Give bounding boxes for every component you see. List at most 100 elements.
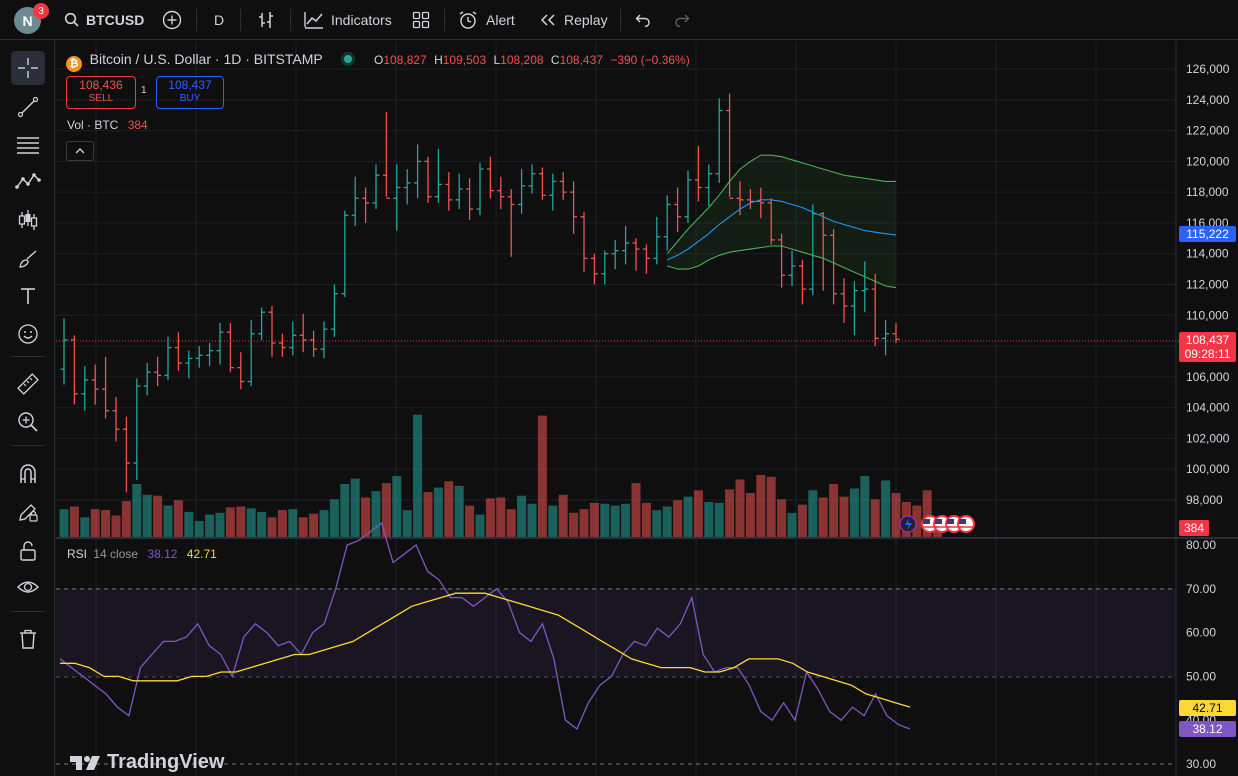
interval-label: D: [214, 12, 225, 28]
price-bar: [206, 342, 214, 367]
undo-button[interactable]: [635, 0, 651, 40]
volume-legend[interactable]: Vol · BTC 384: [67, 118, 148, 132]
volume-bar: [392, 475, 402, 538]
price-bar: [850, 281, 858, 336]
rsi-axis-label: 38.12: [1179, 721, 1236, 737]
toolbar-divider: [196, 9, 197, 31]
compare-add-button[interactable]: [162, 0, 182, 40]
alert-button[interactable]: Alert: [458, 0, 515, 40]
volume-bar: [506, 509, 516, 538]
volume-bar: [725, 489, 735, 538]
sell-button[interactable]: 108,436 SELL: [66, 76, 136, 109]
volume-bar: [142, 494, 152, 538]
volume-label: 384: [1179, 520, 1209, 536]
lock-drawing-tool[interactable]: [11, 495, 45, 529]
price-bar: [164, 336, 172, 380]
price-bar: [414, 144, 422, 199]
volume-bar: [693, 490, 703, 538]
price-bar: [590, 253, 598, 285]
redo-button[interactable]: [674, 0, 690, 40]
volume-bar: [90, 509, 100, 538]
bollinger-middle-line: [666, 199, 897, 261]
crosshair-tool[interactable]: [11, 51, 45, 85]
volume-bar: [860, 475, 870, 538]
price-bar: [642, 244, 650, 274]
tool-divider: [11, 611, 45, 612]
rsi-ma-axis-label: 42.71: [1179, 700, 1236, 716]
magnet-tool[interactable]: [11, 457, 45, 491]
volume-bar: [277, 510, 287, 538]
indicators-button[interactable]: Indicators: [304, 0, 392, 40]
templates-button[interactable]: [412, 0, 430, 40]
unlock-icon: [20, 541, 36, 561]
text-tool[interactable]: [11, 279, 45, 313]
price-chart[interactable]: 126,000124,000122,000120,000118,000116,0…: [56, 41, 1238, 776]
price-bar: [143, 363, 151, 396]
price-bar: [216, 322, 224, 365]
price-bar: [622, 226, 630, 265]
volume-bar: [319, 510, 329, 538]
volume-bar: [423, 492, 433, 538]
collapse-legend-button[interactable]: [66, 141, 94, 161]
symbol-name: BTCUSD: [86, 12, 145, 28]
lock-tool[interactable]: [11, 534, 45, 568]
price-tick-label: 112,000: [1186, 278, 1229, 292]
remove-drawings-tool[interactable]: [11, 622, 45, 656]
price-bar: [351, 176, 359, 227]
pattern-tool[interactable]: [11, 164, 45, 198]
open-label: O: [374, 53, 384, 67]
indicators-label: Indicators: [331, 12, 392, 28]
price-bar: [268, 306, 276, 357]
tradingview-wordmark: TradingView: [107, 751, 225, 773]
brush-tool[interactable]: [11, 242, 45, 276]
market-status-icon: [344, 55, 353, 63]
volume-bar: [205, 514, 215, 538]
tradingview-logo[interactable]: TradingView: [70, 751, 224, 774]
volume-bar: [173, 500, 183, 538]
buy-button[interactable]: 108,437 BUY: [156, 76, 224, 109]
volume-bar: [236, 506, 246, 538]
user-avatar[interactable]: N 3: [14, 3, 49, 34]
chart-type-button[interactable]: [257, 0, 275, 40]
price-bar: [528, 164, 536, 194]
alarm-clock-icon: [459, 11, 477, 29]
price-bar: [424, 156, 432, 203]
high-value: 109,503: [442, 53, 487, 67]
zoom-tool[interactable]: [11, 405, 45, 439]
volume-bar: [912, 505, 922, 538]
volume-legend-label: Vol · BTC: [67, 118, 119, 132]
text-icon: [21, 288, 35, 304]
prediction-tool[interactable]: [11, 203, 45, 237]
interval-button[interactable]: D: [214, 0, 224, 40]
volume-bar: [153, 495, 163, 538]
redo-icon: [675, 14, 690, 27]
volume-bar: [662, 506, 672, 538]
chart-area[interactable]: 126,000 124,000 122,000 120,000 118,000 116,0…: [56, 41, 1238, 776]
economic-events[interactable]: [899, 515, 975, 533]
zoom-in-icon: [18, 412, 38, 432]
price-bar: [455, 173, 463, 210]
trendline-tool[interactable]: [11, 90, 45, 124]
hide-drawings-tool[interactable]: [11, 570, 45, 604]
volume-bar: [361, 497, 371, 538]
symbol-legend[interactable]: ₿ Bitcoin / U.S. Dollar · 1D · BITSTAMP …: [66, 51, 690, 72]
bollinger-lower-line: [667, 245, 897, 289]
replay-button[interactable]: Replay: [539, 0, 608, 40]
replay-label: Replay: [564, 12, 608, 28]
price-bar: [518, 169, 526, 214]
price-bar: [102, 356, 110, 419]
price-bar: [154, 356, 162, 387]
fib-tool[interactable]: [11, 128, 45, 162]
price-bar: [632, 238, 640, 271]
symbol-search-button[interactable]: BTCUSD: [64, 0, 144, 40]
volume-bar: [350, 478, 360, 538]
rsi-legend[interactable]: RSI 14 close 38.12 42.71: [67, 547, 217, 561]
symbol-title: Bitcoin / U.S. Dollar · 1D · BITSTAMP: [89, 51, 323, 67]
emoji-tool[interactable]: [11, 317, 45, 351]
measure-tool[interactable]: [11, 367, 45, 401]
price-bar: [840, 278, 848, 323]
price-bar: [559, 172, 567, 200]
price-bar: [403, 169, 411, 205]
volume-bar: [704, 502, 714, 538]
volume-bar: [891, 493, 901, 538]
